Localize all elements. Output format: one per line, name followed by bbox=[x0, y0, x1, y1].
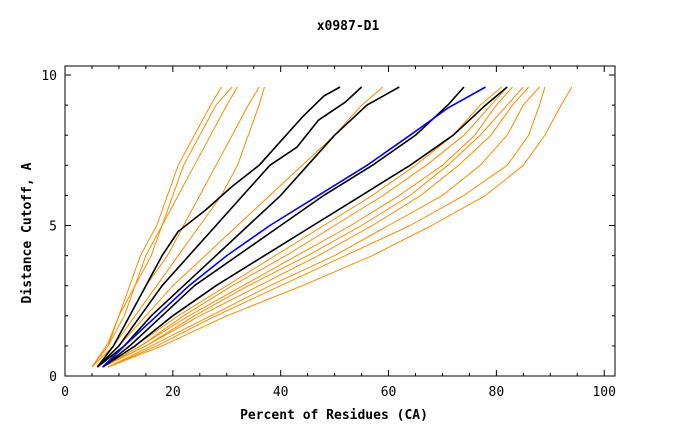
x-tick-label: 80 bbox=[489, 385, 505, 400]
series-line bbox=[96, 86, 363, 368]
series-line bbox=[107, 86, 573, 368]
series-line bbox=[102, 86, 530, 368]
series-group bbox=[91, 86, 573, 368]
series-line bbox=[107, 86, 546, 368]
series-line bbox=[102, 86, 524, 368]
series-line bbox=[91, 86, 222, 368]
series-line bbox=[102, 86, 486, 368]
series-line bbox=[96, 86, 400, 368]
plot-frame bbox=[64, 65, 616, 377]
series-line bbox=[107, 86, 540, 368]
series-line bbox=[102, 86, 513, 368]
series-line bbox=[91, 86, 260, 368]
axis-ticks: 0 20 40 60 80 100 0 5 10 bbox=[41, 66, 616, 400]
x-tick-label: 20 bbox=[165, 385, 181, 400]
chart-title: x0987-D1 bbox=[317, 19, 380, 34]
x-tick-label: 100 bbox=[592, 385, 615, 400]
series-line bbox=[102, 86, 465, 368]
y-tick-label: 10 bbox=[41, 69, 57, 84]
series-line bbox=[96, 86, 341, 368]
x-axis-label: Percent of Residues (CA) bbox=[240, 408, 428, 423]
series-line bbox=[97, 86, 265, 368]
y-tick-label: 5 bbox=[49, 220, 57, 235]
series-line bbox=[91, 86, 238, 368]
x-tick-label: 60 bbox=[381, 385, 397, 400]
series-line bbox=[102, 86, 508, 368]
y-tick-label: 0 bbox=[49, 370, 57, 385]
series-line bbox=[97, 86, 384, 368]
x-tick-label: 0 bbox=[61, 385, 69, 400]
series-line bbox=[102, 86, 503, 368]
y-axis-label: Distance Cutoff, A bbox=[20, 162, 35, 303]
x-tick-label: 40 bbox=[273, 385, 289, 400]
series-line bbox=[102, 86, 508, 368]
